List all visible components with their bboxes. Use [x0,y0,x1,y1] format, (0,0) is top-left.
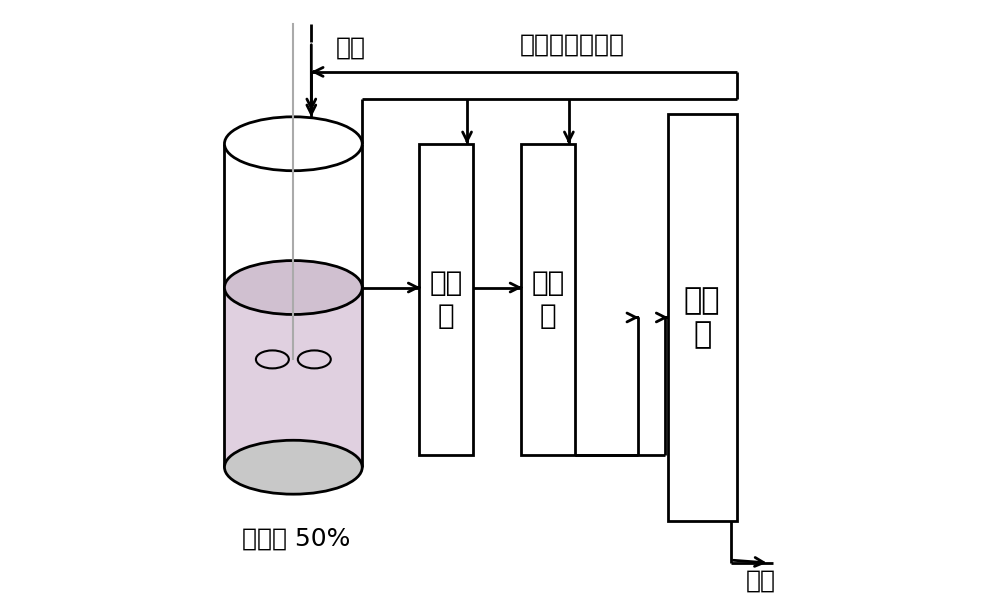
Text: 过滤
器: 过滤 器 [429,270,463,329]
Bar [224,288,362,467]
Bar [521,144,575,455]
Text: 分层
器: 分层 器 [531,270,565,329]
Text: 原料: 原料 [335,36,365,60]
Ellipse shape [224,117,362,171]
Bar [419,144,473,455]
Text: 出料: 出料 [746,569,776,593]
Text: 未反应原料循环: 未反应原料循环 [519,33,624,57]
Ellipse shape [224,440,362,494]
Text: 精馏
塔: 精馏 塔 [684,286,720,349]
Bar [224,144,362,467]
Text: 转化率 50%: 转化率 50% [242,527,351,551]
Ellipse shape [224,261,362,314]
Bar [668,114,737,521]
